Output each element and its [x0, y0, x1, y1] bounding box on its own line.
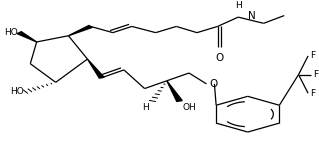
Text: F: F [310, 89, 315, 98]
Polygon shape [68, 25, 92, 36]
Text: F: F [310, 52, 315, 60]
Polygon shape [87, 59, 104, 78]
Text: H: H [142, 103, 149, 112]
Text: F: F [313, 70, 318, 79]
Polygon shape [17, 32, 37, 42]
Text: OH: OH [182, 103, 196, 112]
Text: O: O [215, 53, 223, 63]
Text: HO: HO [10, 87, 24, 96]
Text: H: H [235, 1, 242, 10]
Text: O: O [210, 79, 218, 89]
Text: N: N [248, 11, 256, 20]
Text: HO: HO [4, 28, 18, 37]
Polygon shape [167, 81, 182, 101]
